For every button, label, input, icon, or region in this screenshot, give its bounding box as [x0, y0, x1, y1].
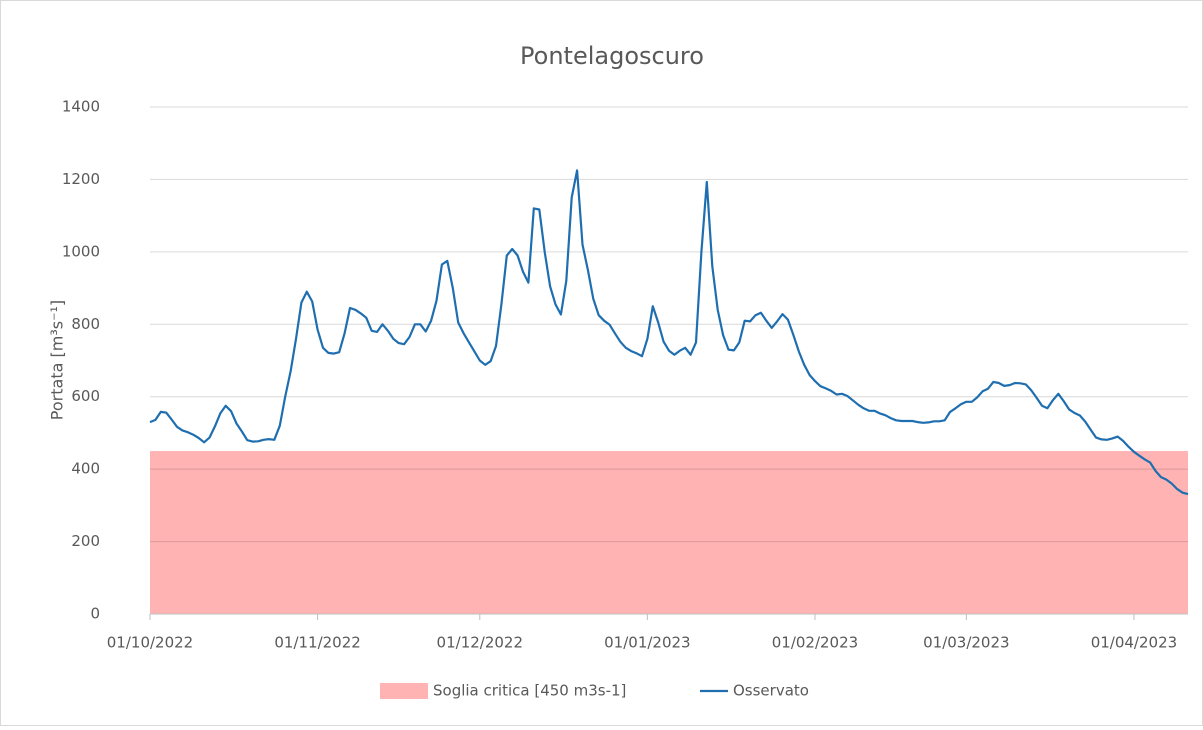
y-tick-label: 600 [71, 387, 100, 405]
legend-swatch [380, 683, 428, 699]
chart-title: Pontelagoscuro [520, 42, 704, 70]
x-tick-label: 01/03/2023 [923, 634, 1009, 652]
y-tick-label: 0 [90, 605, 100, 623]
legend-label: Osservato [733, 682, 809, 700]
y-tick-label: 400 [71, 460, 100, 478]
y-axis-label: Portata [m³s⁻¹] [48, 300, 67, 420]
data-line [149, 169, 1189, 496]
y-tick-label: 800 [71, 315, 100, 333]
x-tick-label: 01/11/2022 [274, 634, 360, 652]
threshold-band [150, 451, 1188, 614]
x-tick-label: 01/01/2023 [604, 634, 690, 652]
x-tick-label: 01/10/2022 [107, 634, 193, 652]
y-tick-label: 1000 [62, 242, 100, 260]
y-tick-label: 1400 [62, 98, 100, 116]
y-tick-label: 200 [71, 532, 100, 550]
y-tick-label: 1200 [62, 170, 100, 188]
x-tick-label: 01/02/2023 [772, 634, 858, 652]
x-tick-label: 01/12/2022 [437, 634, 523, 652]
legend-label: Soglia critica [450 m3s-1] [433, 682, 626, 700]
x-tick-label: 01/04/2023 [1091, 634, 1177, 652]
